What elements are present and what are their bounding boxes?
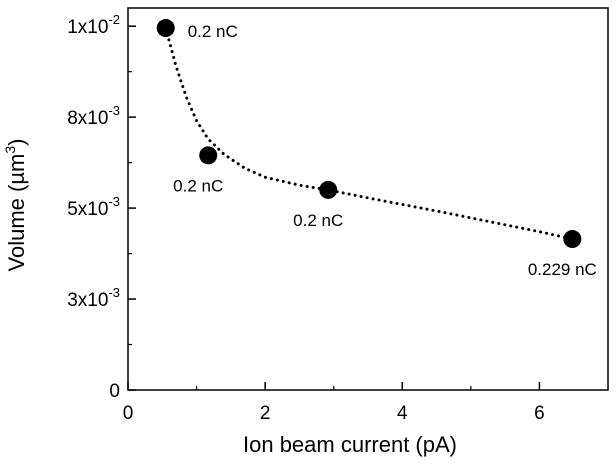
fit-curve-group: [164, 26, 574, 241]
y-tick-mantissa: 1x10: [67, 17, 108, 38]
y-tick-label: 5x10-3: [67, 194, 120, 220]
data-point: [199, 146, 218, 165]
y-tick-exponent: -3: [108, 194, 120, 209]
y-tick-mantissa: 8x10: [67, 108, 108, 129]
y-tick-mantissa: 0: [109, 381, 120, 402]
y-tick-label: 8x10-3: [67, 103, 120, 129]
data-point: [563, 230, 582, 249]
axis-ticks: [127, 25, 541, 391]
y-tick-label: 1x10-2: [67, 12, 120, 38]
y-tick-exponent: -2: [108, 12, 120, 27]
data-label: 0.229 nC: [528, 260, 597, 279]
y-axis-title: Volume (µm3): [2, 139, 29, 272]
plot-area: [127, 7, 609, 391]
plot-frame: [127, 7, 609, 391]
data-point: [319, 180, 338, 199]
x-tick-label: 6: [534, 403, 545, 424]
data-label: 0.2 nC: [173, 176, 223, 195]
data-label: 0.2 nC: [293, 211, 343, 230]
y-axis-title-base: Volume (µm: [4, 154, 29, 272]
data-point: [156, 19, 175, 38]
x-tick-label: 4: [397, 403, 408, 424]
data-points: [156, 19, 582, 249]
x-tick-label: 2: [260, 403, 271, 424]
y-axis-title-superscript: 3: [2, 146, 18, 154]
fit-curve: [164, 26, 574, 241]
x-tick-label: 0: [123, 403, 134, 424]
x-axis-title: Ion beam current (pA): [243, 432, 457, 457]
y-tick-exponent: -3: [108, 103, 120, 118]
y-tick-exponent: -3: [108, 285, 120, 300]
y-axis-title-close: ): [4, 139, 29, 146]
y-tick-mantissa: 3x10: [67, 290, 108, 311]
data-labels: 0.2 nC 0.2 nC 0.2 nC 0.229 nC: [173, 22, 597, 279]
y-tick-mantissa: 5x10: [67, 199, 108, 220]
data-label: 0.2 nC: [188, 22, 238, 41]
x-tick-labels: 0 2 4 6: [123, 403, 545, 424]
y-tick-label: 3x10-3: [67, 285, 120, 311]
y-tick-label: 0: [109, 381, 120, 402]
